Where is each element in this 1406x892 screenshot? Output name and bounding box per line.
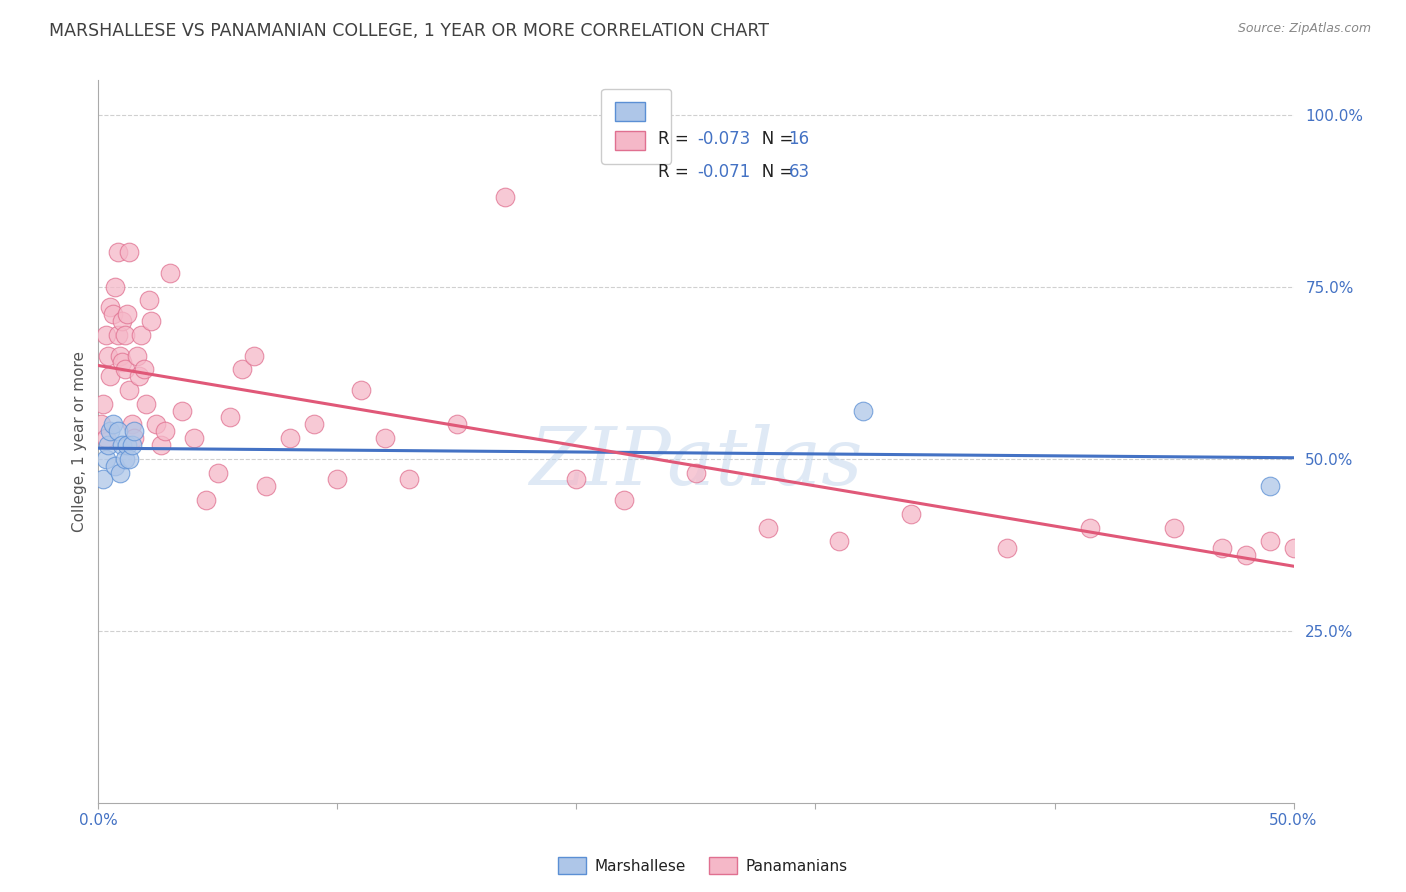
Point <box>101 417 124 432</box>
Legend: Marshallese, Panamanians: Marshallese, Panamanians <box>553 851 853 880</box>
Point <box>159 266 181 280</box>
Point <box>107 424 129 438</box>
Point <box>118 383 141 397</box>
Point <box>128 369 150 384</box>
Text: N =: N = <box>747 130 799 148</box>
Point <box>114 362 136 376</box>
Point <box>98 369 122 384</box>
Point <box>613 493 636 508</box>
Point <box>756 520 779 534</box>
Point <box>900 507 922 521</box>
Point <box>135 397 157 411</box>
Point <box>118 451 141 466</box>
Point <box>125 349 148 363</box>
Point <box>565 472 588 486</box>
Point <box>1343 541 1365 556</box>
Point <box>278 431 301 445</box>
Point <box>149 438 172 452</box>
Point <box>94 431 117 445</box>
Point <box>97 438 120 452</box>
Point <box>231 362 253 376</box>
Point <box>1234 548 1257 562</box>
Point <box>494 190 516 204</box>
Point <box>138 293 160 308</box>
Text: -0.073: -0.073 <box>697 130 751 148</box>
Point <box>114 451 136 466</box>
Text: 63: 63 <box>789 162 810 181</box>
Text: Source: ZipAtlas.com: Source: ZipAtlas.com <box>1237 22 1371 36</box>
Point <box>1080 520 1102 534</box>
Point <box>94 327 117 342</box>
Point <box>254 479 277 493</box>
Point <box>1319 548 1341 562</box>
Point <box>111 438 134 452</box>
Point <box>1163 520 1185 534</box>
Text: -0.071: -0.071 <box>697 162 751 181</box>
Point <box>1258 534 1281 549</box>
Text: ZIPatlas: ZIPatlas <box>529 425 863 502</box>
Point <box>98 301 122 315</box>
Point <box>111 314 134 328</box>
Point <box>91 472 114 486</box>
Point <box>1211 541 1233 556</box>
Y-axis label: College, 1 year or more: College, 1 year or more <box>72 351 87 532</box>
Point <box>243 349 266 363</box>
Text: N =: N = <box>747 162 799 181</box>
Text: MARSHALLESE VS PANAMANIAN COLLEGE, 1 YEAR OR MORE CORRELATION CHART: MARSHALLESE VS PANAMANIAN COLLEGE, 1 YEA… <box>49 22 769 40</box>
Point <box>852 403 875 417</box>
Legend: , : , <box>602 88 671 164</box>
Point <box>374 431 396 445</box>
Point <box>1282 541 1305 556</box>
Point <box>94 451 117 466</box>
Point <box>91 397 114 411</box>
Text: R =: R = <box>658 130 693 148</box>
Point <box>132 362 155 376</box>
Point <box>155 424 177 438</box>
Point <box>98 424 122 438</box>
Point <box>101 307 124 321</box>
Point <box>828 534 851 549</box>
Point <box>90 417 112 432</box>
Point <box>107 245 129 260</box>
Point <box>97 349 120 363</box>
Point <box>195 493 218 508</box>
Point <box>115 438 138 452</box>
Point <box>108 349 131 363</box>
Point <box>995 541 1018 556</box>
Point <box>124 424 146 438</box>
Point <box>172 403 194 417</box>
Point <box>131 327 153 342</box>
Point <box>207 466 229 480</box>
Point <box>326 472 349 486</box>
Point <box>398 472 420 486</box>
Point <box>108 466 131 480</box>
Point <box>104 458 127 473</box>
Point <box>685 466 707 480</box>
Point <box>1258 479 1281 493</box>
Point <box>124 431 146 445</box>
Point <box>219 410 242 425</box>
Point <box>139 314 162 328</box>
Point <box>114 327 136 342</box>
Point <box>183 431 205 445</box>
Point <box>107 327 129 342</box>
Point <box>121 417 143 432</box>
Point <box>350 383 373 397</box>
Text: R =: R = <box>658 162 693 181</box>
Point <box>446 417 468 432</box>
Point <box>115 307 138 321</box>
Point <box>302 417 325 432</box>
Point <box>111 355 134 369</box>
Point <box>121 438 143 452</box>
Point <box>104 279 127 293</box>
Point <box>118 245 141 260</box>
Point <box>145 417 167 432</box>
Text: 16: 16 <box>789 130 810 148</box>
